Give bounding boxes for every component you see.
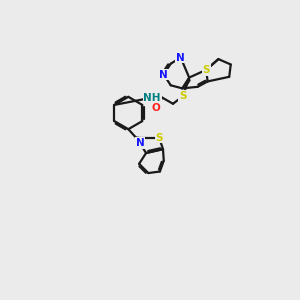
Text: NH: NH xyxy=(143,93,161,103)
Text: S: S xyxy=(202,65,210,75)
Text: N: N xyxy=(159,70,168,80)
Text: S: S xyxy=(155,133,163,142)
Text: N: N xyxy=(136,138,144,148)
Text: S: S xyxy=(179,91,187,101)
Text: N: N xyxy=(176,52,185,63)
Text: O: O xyxy=(152,103,161,112)
